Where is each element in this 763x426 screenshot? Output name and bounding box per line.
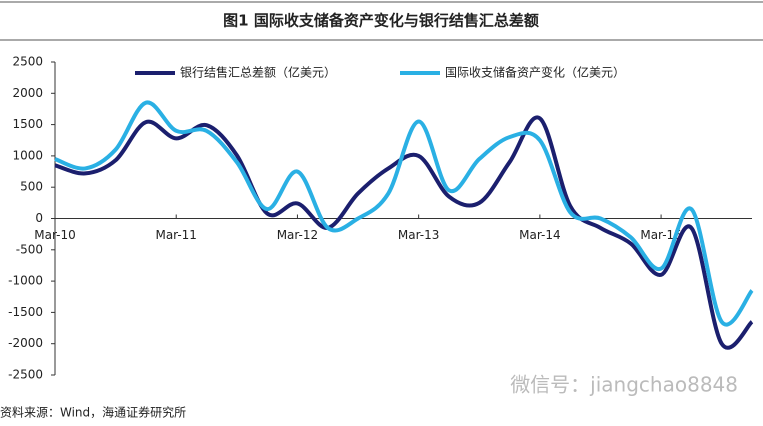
series-line [54, 115, 754, 350]
y-tick-label: 1500 [12, 117, 43, 131]
y-tick-label: -2000 [8, 336, 43, 350]
y-tick-label: 1000 [12, 148, 43, 162]
x-tick-label: Mar-13 [398, 228, 439, 242]
legend-label: 国际收支储备资产变化（亿美元） [445, 65, 625, 80]
legend-label: 银行结售汇总差额（亿美元） [180, 65, 336, 80]
watermark: 微信号：jiangchao8848 [510, 373, 738, 397]
x-tick-label: Mar-15 [640, 228, 681, 242]
y-tick-label: -2500 [8, 368, 43, 382]
y-tick-label: 500 [20, 180, 43, 194]
chart-title: 图1 国际收支储备资产变化与银行结售汇总差额 [223, 12, 539, 30]
y-tick-label: -500 [16, 242, 43, 256]
x-tick-label: Mar-14 [519, 228, 560, 242]
y-tick-label: -1000 [8, 274, 43, 288]
y-tick-label: -1500 [8, 305, 43, 319]
y-tick-label: 2000 [12, 86, 43, 100]
x-tick-label: Mar-11 [155, 228, 196, 242]
x-tick-label: Mar-12 [277, 228, 318, 242]
source: 资料来源：Wind，海通证券研究所 [0, 405, 186, 420]
y-tick-label: 0 [35, 211, 43, 225]
x-tick-label: Mar-10 [34, 228, 75, 242]
series-line [54, 100, 754, 327]
y-tick-label: 2500 [12, 55, 43, 69]
